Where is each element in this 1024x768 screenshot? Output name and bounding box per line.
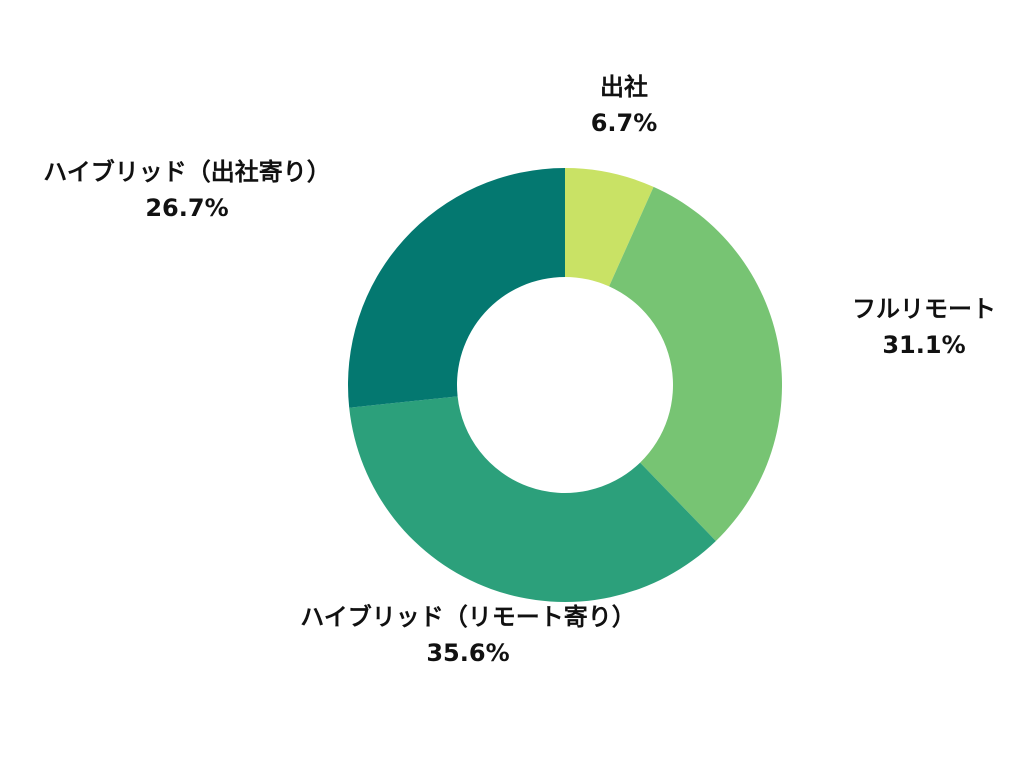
slice-label-2: フルリモート	[852, 295, 996, 323]
slice-label-3: ハイブリッド（リモート寄り）	[300, 603, 636, 631]
slice-label-4: ハイブリッド（出社寄り）	[43, 158, 331, 186]
slice-value-3: 35.6%	[426, 639, 509, 667]
donut-slice-3	[349, 396, 716, 602]
slices-group	[348, 168, 782, 602]
slice-value-1: 6.7%	[591, 109, 658, 137]
slice-label-1: 出社	[600, 73, 648, 101]
slice-value-2: 31.1%	[882, 331, 965, 359]
slice-value-4: 26.7%	[145, 194, 228, 222]
donut-slice-4	[348, 168, 565, 408]
